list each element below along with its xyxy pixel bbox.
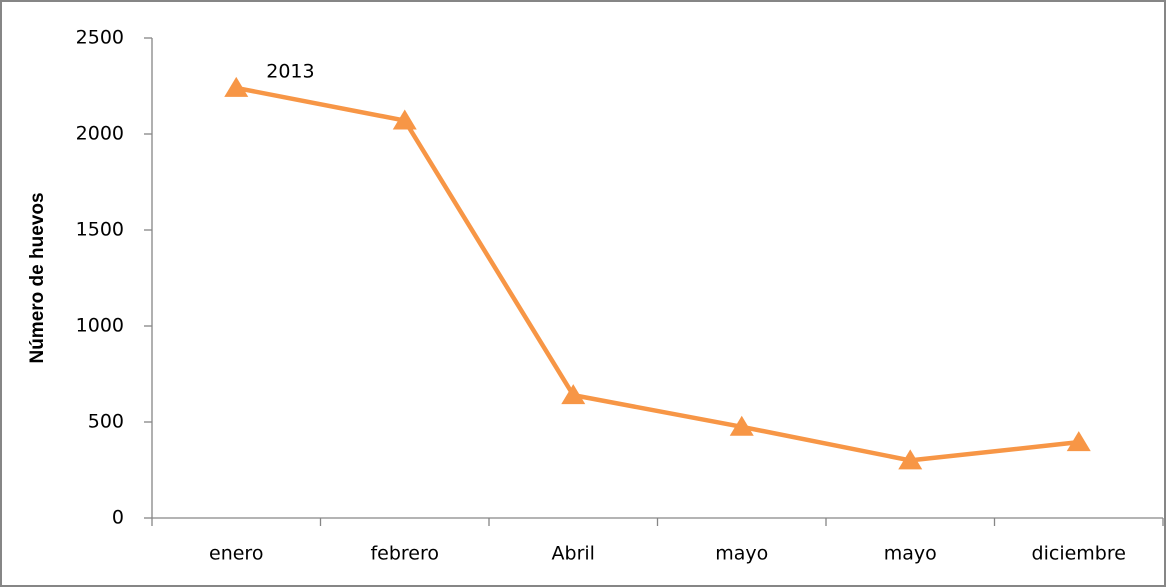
- marker: [1066, 431, 1091, 452]
- x-tick-label: mayo: [884, 543, 937, 565]
- series-line: [235, 85, 1079, 463]
- y-tick-label: 1000: [76, 315, 124, 337]
- y-axis-label: Número de huevos: [27, 192, 48, 363]
- y-tick-label: 2000: [76, 123, 124, 145]
- series-label: 2013: [266, 60, 314, 82]
- y-tick-label: 2500: [76, 27, 124, 49]
- marker: [729, 415, 754, 436]
- y-tick-label: 0: [112, 507, 124, 529]
- marker: [392, 109, 417, 130]
- x-tick-label: febrero: [370, 543, 439, 565]
- x-tick-label: diciembre: [1032, 543, 1126, 565]
- y-tick-label: 1500: [76, 219, 124, 241]
- marker: [561, 384, 586, 405]
- y-tick-label: 500: [88, 411, 124, 433]
- x-tick-label: enero: [209, 543, 263, 565]
- x-tick-label: mayo: [715, 543, 768, 565]
- x-tick-label: Abril: [552, 543, 595, 565]
- marker: [898, 449, 923, 470]
- marker: [224, 76, 249, 97]
